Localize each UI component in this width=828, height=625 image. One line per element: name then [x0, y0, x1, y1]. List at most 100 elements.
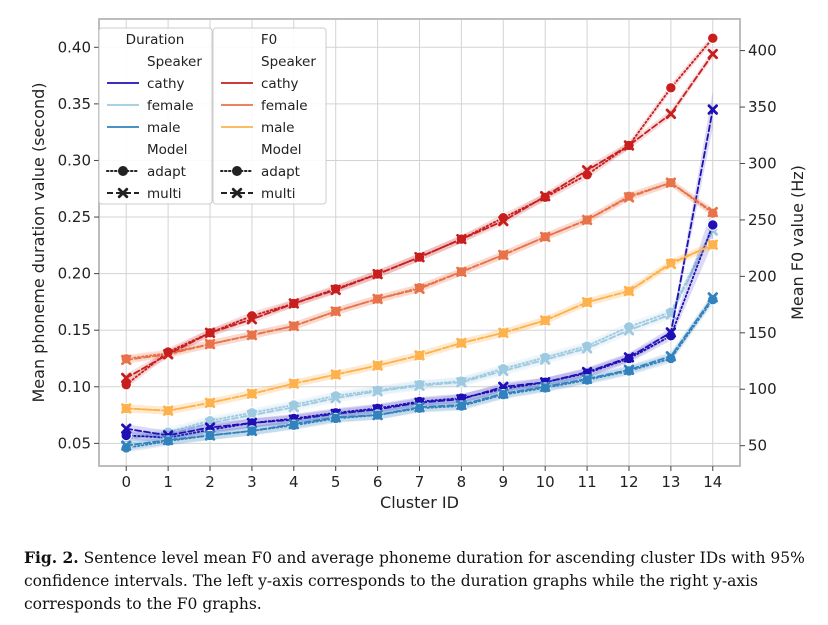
data-point	[498, 388, 509, 399]
confidence-band	[126, 50, 713, 382]
data-point	[498, 327, 509, 339]
data-point	[414, 401, 425, 413]
data-point	[288, 298, 300, 309]
legend-box	[212, 27, 327, 205]
data-point	[623, 325, 635, 336]
caption-text: Sentence level mean F0 and average phone…	[24, 549, 805, 613]
x-tick-label-0: 0	[121, 473, 131, 491]
series-line	[125, 227, 714, 439]
caption-label: Fig. 2.	[24, 548, 79, 567]
data-point	[372, 409, 383, 421]
y-left-tick-label-3: 0.20	[58, 265, 91, 283]
data-point	[246, 388, 258, 399]
data-point	[665, 108, 677, 120]
data-point	[121, 423, 132, 434]
y-right-tick-label-3: 200	[748, 267, 777, 285]
data-point	[456, 377, 467, 388]
x-tick-label-14: 14	[703, 473, 722, 491]
legend-f0: F0 Speaker cathy female male Model adapt multi	[212, 27, 327, 205]
confidence-band	[126, 178, 713, 363]
data-point	[707, 239, 718, 250]
data-point	[498, 249, 509, 261]
data-point	[414, 350, 425, 361]
legend-item-male: male	[261, 120, 294, 136]
data-point	[581, 343, 593, 354]
data-point	[246, 329, 258, 341]
y-right-tick-label-2: 150	[748, 324, 777, 342]
data-point	[204, 327, 216, 339]
data-point	[581, 165, 593, 176]
data-point	[581, 373, 593, 385]
y-right-tick-label-1: 100	[748, 380, 777, 398]
legend-item-female: female	[147, 98, 194, 114]
y-right-tick-label-6: 350	[748, 98, 777, 116]
x-tick-label-2: 2	[205, 473, 215, 491]
data-point	[665, 258, 677, 270]
x-tick-label-6: 6	[373, 473, 383, 491]
data-point	[288, 320, 300, 332]
legend-item-multi: multi	[261, 186, 296, 202]
data-point	[121, 354, 132, 366]
data-point	[623, 352, 635, 363]
data-point	[581, 214, 593, 226]
data-point	[539, 354, 551, 365]
data-point	[372, 360, 383, 371]
series-duration-female-multi	[121, 225, 718, 445]
data-point	[330, 284, 341, 296]
data-point	[539, 381, 551, 392]
legend-item-cathy: cathy	[261, 76, 299, 92]
data-point	[288, 401, 300, 413]
data-point	[623, 285, 635, 297]
data-point	[246, 314, 258, 325]
figure-caption: Fig. 2. Sentence level mean F0 and avera…	[24, 546, 816, 616]
data-point	[414, 380, 425, 391]
legend-item-multi: multi	[147, 186, 182, 202]
data-point	[288, 418, 300, 430]
data-point	[162, 405, 174, 416]
data-point	[456, 266, 467, 278]
legend-marker-multi	[117, 187, 129, 199]
x-tick-label-12: 12	[619, 473, 638, 491]
legend-marker-adapt	[118, 166, 128, 176]
data-point	[330, 306, 341, 317]
legend-marker-adapt	[232, 166, 242, 176]
legend-title: F0	[261, 32, 277, 48]
x-axis-title: Cluster ID	[380, 493, 459, 512]
data-point	[121, 403, 132, 414]
y-left-tick-label-7: 0.40	[58, 38, 91, 56]
data-point	[162, 349, 174, 360]
chart: 0 1 2 3 4 5 6 7 8 9 10 11 12 13 140.050.100.150.200.25…	[29, 18, 807, 512]
confidence-band	[126, 295, 713, 453]
data-point	[539, 315, 551, 326]
legend-item-male: male	[147, 120, 180, 136]
data-point	[707, 206, 718, 218]
legend-duration: Duration Speaker cathy female male Model adapt…	[98, 27, 213, 205]
data-point	[539, 231, 551, 243]
data-point	[665, 82, 677, 94]
x-tick-label-8: 8	[457, 473, 467, 491]
y-left-tick-label-4: 0.25	[58, 208, 91, 226]
legend-item-adapt: adapt	[147, 164, 186, 180]
data-point	[288, 378, 300, 389]
data-point	[414, 283, 425, 294]
data-point	[204, 338, 216, 350]
x-tick-label-1: 1	[163, 473, 173, 491]
data-point	[204, 397, 216, 408]
y-right-tick-label-4: 250	[748, 211, 777, 229]
y-left-tick-label-6: 0.35	[58, 95, 91, 113]
data-point	[665, 327, 677, 338]
x-tick-label-11: 11	[578, 473, 597, 491]
data-point	[162, 434, 174, 446]
x-tick-label-9: 9	[499, 473, 509, 491]
data-point	[414, 251, 425, 263]
y-right-tick-label-5: 300	[748, 154, 777, 172]
data-point	[330, 369, 341, 380]
data-point	[456, 399, 467, 411]
data-point	[456, 337, 467, 349]
x-tick-label-3: 3	[247, 473, 257, 491]
data-point	[707, 293, 719, 306]
y-axis-left-title: Mean phoneme duration value (second)	[29, 82, 48, 402]
data-point	[498, 365, 509, 377]
data-point	[246, 417, 258, 429]
data-point	[456, 233, 467, 245]
